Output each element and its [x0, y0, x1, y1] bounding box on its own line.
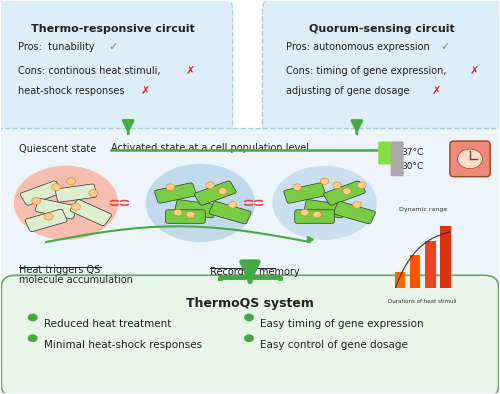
Text: Cons: timing of gene expression,: Cons: timing of gene expression, [286, 66, 447, 76]
Circle shape [352, 201, 361, 208]
Text: Easy timing of gene expression: Easy timing of gene expression [260, 319, 424, 329]
Circle shape [186, 211, 194, 218]
Text: Pros: autonomous expression: Pros: autonomous expression [286, 43, 430, 52]
FancyBboxPatch shape [70, 200, 112, 226]
Text: Pros:  tunability: Pros: tunability [18, 43, 94, 52]
Circle shape [32, 197, 40, 204]
Circle shape [218, 188, 227, 195]
FancyBboxPatch shape [2, 275, 498, 394]
Circle shape [44, 213, 53, 220]
Text: Reduced heat treatment: Reduced heat treatment [44, 319, 171, 329]
FancyBboxPatch shape [20, 181, 62, 205]
Circle shape [313, 211, 322, 218]
Text: ThermoQS system: ThermoQS system [186, 297, 314, 310]
Circle shape [300, 209, 309, 216]
Text: heat-shock responses: heat-shock responses [18, 85, 124, 95]
Text: ✗: ✗ [432, 85, 442, 95]
Text: Minimal heat-shock responses: Minimal heat-shock responses [44, 340, 202, 350]
Text: Recorded memory: Recorded memory [210, 268, 300, 277]
Circle shape [333, 182, 341, 189]
FancyBboxPatch shape [209, 201, 251, 224]
Circle shape [52, 184, 60, 191]
Text: Easy control of gene dosage: Easy control of gene dosage [260, 340, 408, 350]
Text: ✓: ✓ [440, 43, 450, 52]
Text: Thermo-responsive circuit: Thermo-responsive circuit [32, 24, 195, 34]
FancyBboxPatch shape [295, 210, 335, 223]
Text: 37°C: 37°C [402, 147, 424, 156]
Ellipse shape [14, 166, 118, 240]
FancyBboxPatch shape [174, 200, 216, 218]
Circle shape [206, 182, 214, 189]
FancyBboxPatch shape [35, 199, 77, 219]
FancyBboxPatch shape [0, 128, 500, 291]
Text: ✓: ✓ [108, 43, 118, 52]
Text: Heat triggers QS: Heat triggers QS [19, 266, 100, 275]
Text: Quiescent state: Quiescent state [19, 144, 96, 154]
Text: 30°C: 30°C [402, 162, 424, 171]
Text: Activated state at a cell population level: Activated state at a cell population lev… [111, 143, 309, 153]
FancyBboxPatch shape [194, 181, 236, 205]
Text: molecule accumulation: molecule accumulation [19, 275, 132, 285]
FancyBboxPatch shape [262, 0, 500, 142]
Bar [410, 255, 420, 288]
Circle shape [358, 182, 366, 189]
Bar [440, 227, 450, 288]
Circle shape [228, 201, 237, 208]
Text: Dynamic range: Dynamic range [398, 206, 447, 212]
Circle shape [342, 188, 351, 195]
Text: adjusting of gene dosage: adjusting of gene dosage [286, 85, 410, 95]
Ellipse shape [146, 164, 255, 242]
Circle shape [66, 178, 76, 185]
Text: Durations of heat stimuli: Durations of heat stimuli [388, 299, 457, 304]
FancyBboxPatch shape [56, 184, 96, 202]
Text: ✗: ✗ [470, 66, 478, 76]
FancyBboxPatch shape [25, 209, 67, 232]
Ellipse shape [272, 166, 377, 240]
FancyBboxPatch shape [154, 183, 196, 203]
FancyBboxPatch shape [390, 141, 404, 176]
FancyBboxPatch shape [304, 200, 346, 218]
Circle shape [28, 335, 38, 342]
FancyBboxPatch shape [166, 210, 205, 223]
Circle shape [320, 178, 329, 185]
Circle shape [174, 209, 182, 216]
Text: ✗: ✗ [140, 85, 150, 95]
Circle shape [166, 184, 174, 191]
FancyBboxPatch shape [324, 181, 366, 205]
FancyBboxPatch shape [284, 183, 326, 203]
Bar [425, 241, 436, 288]
Text: Cons: continous heat stimuli,: Cons: continous heat stimuli, [18, 66, 161, 76]
Circle shape [28, 314, 38, 322]
Text: Quorum-sensing circuit: Quorum-sensing circuit [309, 24, 454, 34]
Circle shape [244, 335, 254, 342]
FancyBboxPatch shape [0, 0, 232, 142]
Bar [395, 271, 406, 288]
Circle shape [89, 190, 98, 197]
FancyBboxPatch shape [334, 201, 376, 224]
Circle shape [72, 203, 80, 210]
Circle shape [458, 149, 482, 169]
Text: ✗: ✗ [186, 66, 194, 76]
Circle shape [293, 184, 302, 191]
Circle shape [244, 314, 254, 322]
FancyBboxPatch shape [450, 141, 490, 177]
FancyBboxPatch shape [378, 141, 391, 165]
